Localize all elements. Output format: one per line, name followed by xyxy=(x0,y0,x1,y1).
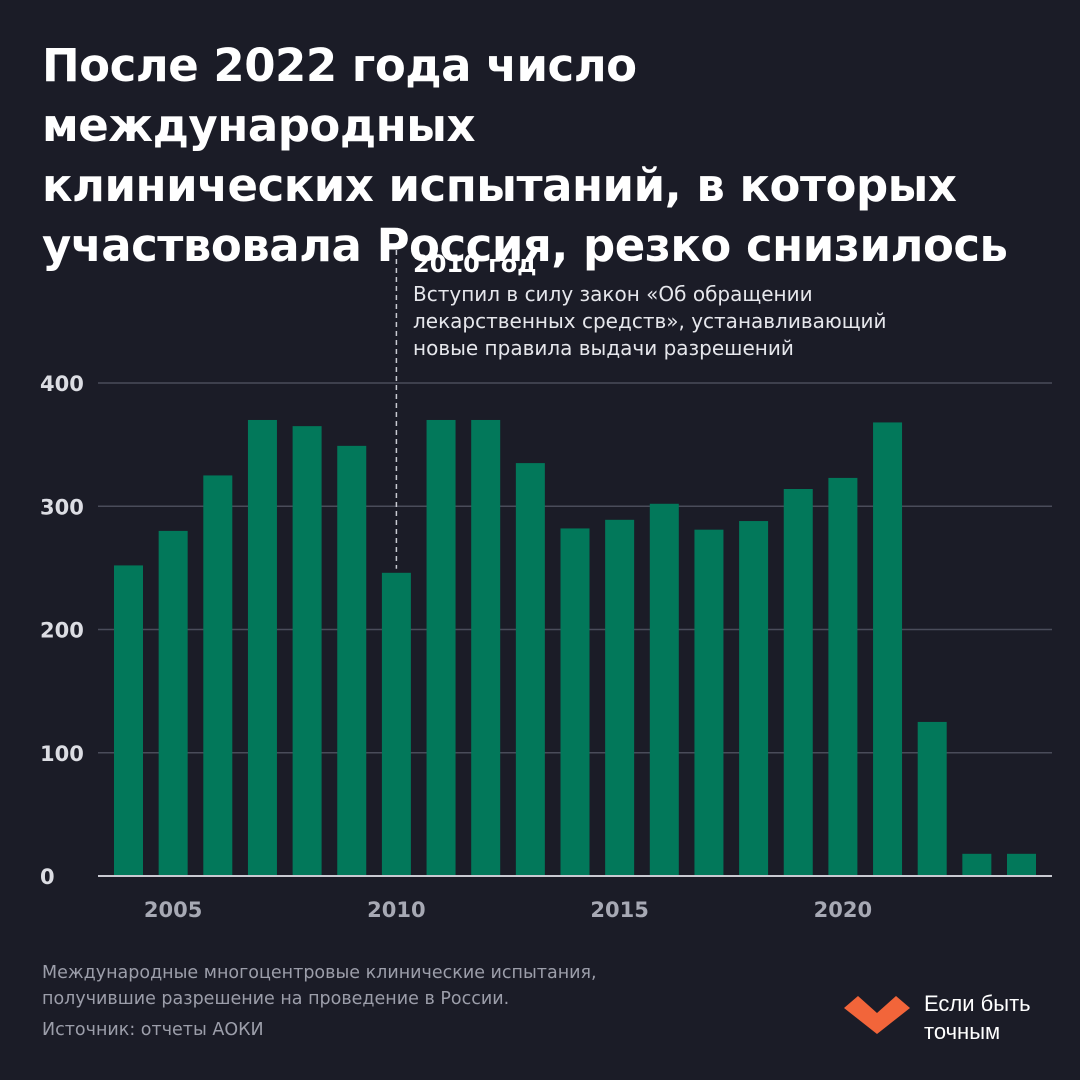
bar-2012 xyxy=(471,419,501,876)
annotation-line-3: новые правила выдачи разрешений xyxy=(413,336,794,360)
bar-2011 xyxy=(426,419,456,876)
brand: Если быть точным xyxy=(842,990,1062,1050)
y-tick-label-0: 0 xyxy=(40,865,55,889)
y-tick-label-100: 100 xyxy=(40,742,84,766)
bar-2023 xyxy=(962,853,992,876)
annotation-line-1: Вступил в силу закон «Об обращении xyxy=(413,282,813,306)
x-tick-label-2020: 2020 xyxy=(814,898,872,922)
bar-2020 xyxy=(828,477,858,876)
x-tick-label-2015: 2015 xyxy=(590,898,648,922)
x-tick-label-2010: 2010 xyxy=(367,898,425,922)
footnote: Международные многоцентровые клинические… xyxy=(42,963,597,1009)
annotation-title: 2010 год xyxy=(413,250,537,278)
y-tick-label-400: 400 xyxy=(40,372,84,396)
bar-2015 xyxy=(605,519,635,876)
bar-2005 xyxy=(158,530,188,876)
bar-2022 xyxy=(917,721,947,876)
y-tick-label-300: 300 xyxy=(40,495,84,519)
bar-2013 xyxy=(515,463,545,876)
source-note: Источник: отчеты АОКИ xyxy=(42,1020,264,1040)
y-tick-label-200: 200 xyxy=(40,619,84,643)
bar-2024 xyxy=(1007,853,1036,876)
bar-2017 xyxy=(694,529,724,876)
bar-2018 xyxy=(739,521,769,876)
bar-2004 xyxy=(114,565,143,876)
heart-chevron-logo-icon xyxy=(844,996,910,1034)
bar-2010 xyxy=(381,572,411,876)
bar-2009 xyxy=(337,445,367,876)
x-tick-label-2005: 2005 xyxy=(144,898,202,922)
annotation: 2010 год Вступил в силу закон «Об обращен… xyxy=(395,250,887,569)
bar-2006 xyxy=(203,475,233,876)
bar-2008 xyxy=(292,426,322,876)
chart-title: После 2022 года число международных клин… xyxy=(42,39,1008,272)
brand-name: Если быть точным xyxy=(924,991,1031,1044)
annotation-line-2: лекарственных средств», устанавливающий xyxy=(413,309,887,333)
bars xyxy=(114,419,1036,876)
bar-2021 xyxy=(873,422,903,876)
axes: 0 100 200 300 400 2005 2010 2015 2020 xyxy=(40,372,1052,922)
bar-2016 xyxy=(649,503,679,876)
bar-2014 xyxy=(560,528,590,876)
bar-2007 xyxy=(247,419,277,876)
bar-2019 xyxy=(783,488,813,876)
